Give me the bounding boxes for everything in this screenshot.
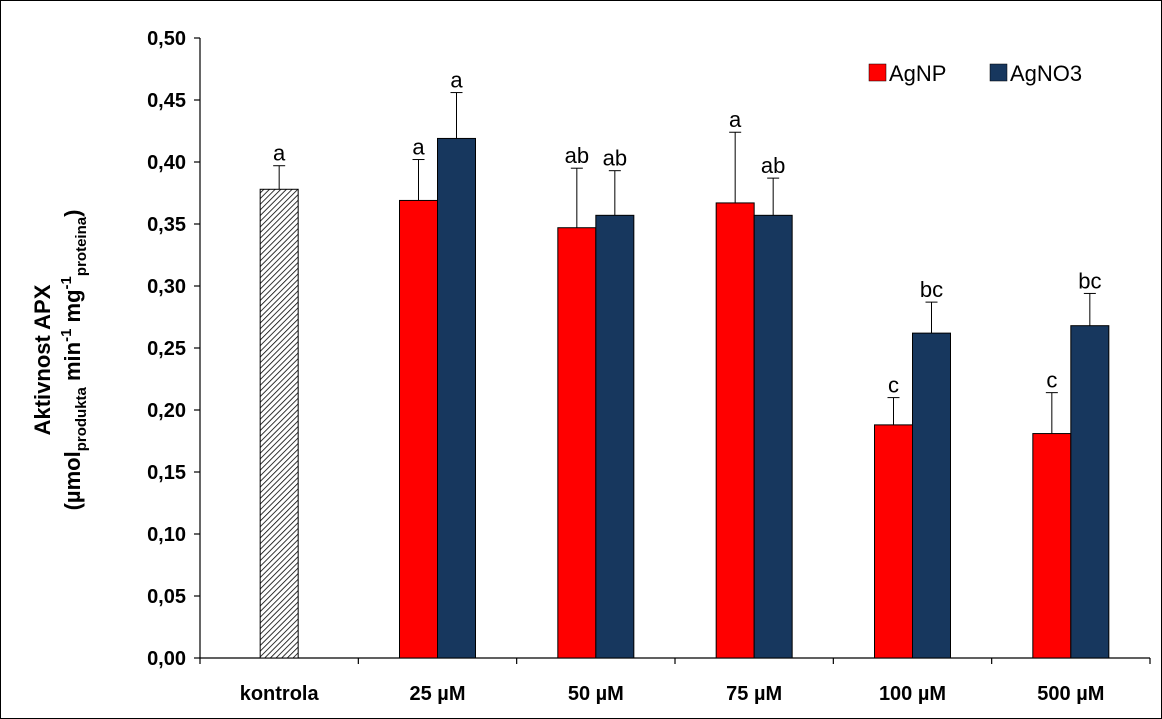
bar-agno3-5-significance-label: bc xyxy=(1078,268,1101,293)
y-tick-label: 0,50 xyxy=(147,28,186,50)
bar-agnp-4-significance-label: c xyxy=(888,373,899,398)
bar-agno3-5 xyxy=(1070,325,1110,659)
y-tick-label: 0,00 xyxy=(147,648,186,670)
bar-agno3-4-significance-label: bc xyxy=(920,277,943,302)
y-axis-title: Aktivnost APX (µmolprodukta min-1 mg-1pr… xyxy=(30,210,90,511)
axes: 0,00 0,05 0,10 0,15 0,20 0,25 0,30 0,35 0,40 0,45… xyxy=(147,28,1151,705)
y-tick-label: 0,10 xyxy=(147,524,186,546)
y-tick-label: 0,35 xyxy=(147,214,186,236)
y-tick-label: 0,40 xyxy=(147,152,186,174)
y-tick-label: 0,30 xyxy=(147,276,186,298)
y-axis-title-line1: Aktivnost APX xyxy=(30,284,55,435)
y-tick-label: 0,05 xyxy=(147,586,186,608)
legend-swatch-agno3 xyxy=(989,63,1008,82)
x-tick-label: 75 µM xyxy=(726,683,782,705)
bar-agno3-1 xyxy=(437,137,476,659)
bar-agnp-1 xyxy=(399,199,438,659)
y-tick-label: 0,15 xyxy=(147,462,186,484)
x-tick-label: 100 µM xyxy=(879,683,946,705)
x-tick-label: 500 µM xyxy=(1037,683,1104,705)
bar-agnp-3-significance-label: a xyxy=(729,107,742,132)
bars xyxy=(259,92,1110,659)
bar-agnp-3 xyxy=(715,202,755,659)
legend: AgNP AgNO3 xyxy=(868,61,1082,86)
bar-agno3-4 xyxy=(912,332,951,659)
bar-agnp-2 xyxy=(557,227,597,659)
x-tick-label: kontrola xyxy=(240,683,320,705)
y-axis-title-line2: (µmolprodukta min-1 mg-1proteina) xyxy=(58,210,90,511)
bar-agnp-4 xyxy=(874,424,913,659)
bar-agno3-1-significance-label: a xyxy=(450,68,463,93)
bar-agnp-1-significance-label: a xyxy=(412,135,425,160)
control-significance-label: a xyxy=(273,141,286,166)
bar-agnp-2-significance-label: ab xyxy=(565,143,589,168)
x-tick-label: 50 µM xyxy=(568,683,624,705)
bar-control xyxy=(259,188,299,659)
y-tick-label: 0,20 xyxy=(147,400,186,422)
bar-agno3-2-significance-label: ab xyxy=(603,146,627,171)
bar-agno3-3-significance-label: ab xyxy=(761,153,785,178)
legend-swatch-agnp xyxy=(868,63,887,82)
bar-agnp-5 xyxy=(1032,433,1072,659)
y-tick-label: 0,25 xyxy=(147,338,186,360)
y-tick-label: 0,45 xyxy=(147,90,186,112)
x-tick-label: 25 µM xyxy=(410,683,466,705)
legend-label-agnp: AgNP xyxy=(889,61,946,86)
bar-agno3-3 xyxy=(753,214,793,659)
bar-agno3-2 xyxy=(595,214,635,659)
legend-label-agno3: AgNO3 xyxy=(1010,61,1082,86)
bar-agnp-5-significance-label: c xyxy=(1046,368,1057,393)
